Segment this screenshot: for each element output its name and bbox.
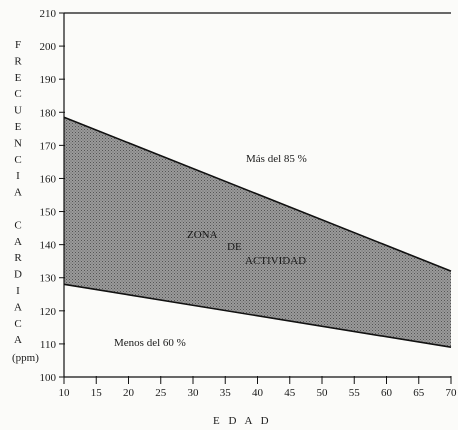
activity-zone-area bbox=[64, 117, 451, 348]
y-axis-title-letter: U bbox=[14, 105, 22, 117]
x-tick-label: 50 bbox=[317, 387, 329, 399]
y-tick-label: 130 bbox=[40, 273, 57, 285]
x-tick-label: 10 bbox=[59, 387, 71, 399]
y-tick-label: 180 bbox=[40, 107, 57, 119]
y-axis-title-letter: F bbox=[15, 39, 21, 51]
y-tick-label: 190 bbox=[40, 74, 57, 86]
y-axis-title-letter: A bbox=[14, 236, 22, 248]
y-tick-label: 150 bbox=[40, 207, 57, 219]
annotation-zone-line2: DE bbox=[227, 241, 242, 253]
x-tick-label: 60 bbox=[381, 387, 393, 399]
annotation-zone-line3: ACTIVIDAD bbox=[245, 255, 306, 267]
y-tick-label: 110 bbox=[40, 339, 57, 351]
y-axis-title-letter: E bbox=[15, 72, 22, 84]
y-tick-label: 120 bbox=[40, 306, 57, 318]
x-tick-label: 65 bbox=[413, 387, 425, 399]
y-axis-title-letter: A bbox=[14, 187, 22, 199]
lower-limit-line bbox=[63, 283, 452, 349]
y-axis-title-letter: C bbox=[14, 154, 21, 166]
y-tick-label: 140 bbox=[40, 240, 57, 252]
activity-zone-layer bbox=[63, 116, 452, 349]
y-tick-label: 100 bbox=[40, 372, 57, 384]
annotation-lower: Menos del 60 % bbox=[114, 337, 186, 349]
y-axis-title-letter: D bbox=[14, 269, 22, 281]
y-axis-title-letter: C bbox=[14, 219, 21, 231]
y-axis-title-letter: A bbox=[14, 301, 22, 313]
y-axis-title-letter: R bbox=[14, 252, 22, 264]
annotation-upper: Más del 85 % bbox=[246, 153, 307, 165]
x-tick-label: 70 bbox=[446, 387, 458, 399]
x-tick-label: 35 bbox=[220, 387, 232, 399]
y-axis-title-letter: C bbox=[14, 88, 21, 100]
y-unit-label: (ppm) bbox=[12, 352, 39, 364]
upper-limit-line bbox=[63, 116, 452, 272]
labels-layer: Más del 85 % ZONA DE ACTIVIDAD Menos del… bbox=[12, 8, 457, 427]
y-tick-label: 160 bbox=[40, 173, 57, 185]
x-tick-label: 40 bbox=[252, 387, 264, 399]
y-axis-title-letter: A bbox=[14, 334, 22, 346]
y-axis-title-letter: N bbox=[14, 137, 22, 149]
y-axis-title-letter: E bbox=[15, 121, 22, 133]
y-tick-label: 170 bbox=[40, 140, 57, 152]
y-tick-label: 200 bbox=[40, 41, 57, 53]
x-tick-label: 45 bbox=[284, 387, 296, 399]
x-tick-label: 55 bbox=[349, 387, 361, 399]
axes-layer bbox=[59, 12, 452, 384]
y-axis-title-letter: I bbox=[16, 170, 20, 182]
annotation-zone-line1: ZONA bbox=[187, 229, 218, 241]
x-tick-label: 25 bbox=[155, 387, 167, 399]
x-tick-label: 30 bbox=[188, 387, 200, 399]
x-tick-label: 20 bbox=[123, 387, 135, 399]
y-axis-title-letter: R bbox=[14, 55, 22, 67]
y-tick-label: 210 bbox=[40, 8, 57, 20]
x-axis-title: E D A D bbox=[213, 415, 272, 427]
x-tick-label: 15 bbox=[91, 387, 103, 399]
y-axis-title-letter: C bbox=[14, 318, 21, 330]
y-axis-title-letter: I bbox=[16, 285, 20, 297]
